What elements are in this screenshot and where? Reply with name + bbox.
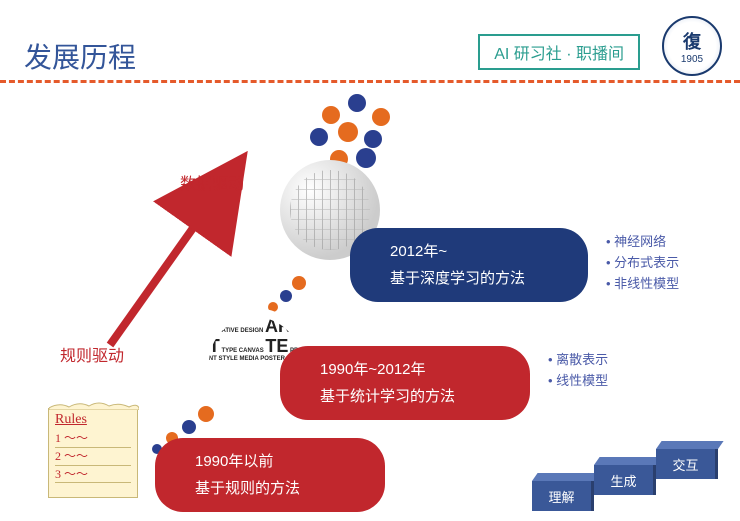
note-line: 3 ～～ [55,466,131,484]
stairs-group: 理解生成交互 [532,441,722,511]
dot-icon [198,406,214,422]
bullet-item: 离散表示 [548,350,608,371]
dot-icon [364,130,382,148]
era-title: 2012年~ [390,240,566,261]
note-top-edge [49,400,139,410]
bullet-item: 线性模型 [548,371,608,392]
era-title: 1990年以前 [195,450,363,471]
dot-icon [356,148,376,168]
era-bullets-era3: 神经网络分布式表示非线性模型 [606,232,679,294]
dot-icon [292,276,306,290]
university-logo: 復 1905 [662,16,722,76]
era-subtitle: 基于统计学习的方法 [320,385,508,406]
era-bullets-era2: 离散表示线性模型 [548,350,608,392]
dot-icon [310,128,328,146]
note-line: 1 ～～ [55,430,131,448]
dot-icon [372,108,390,126]
stair-step: 理解 [532,481,594,511]
dot-icon [348,94,366,112]
dot-icon [182,420,196,434]
note-heading: Rules [55,412,87,428]
era-box-era2: 1990年~2012年基于统计学习的方法 [280,346,530,420]
rules-sticky-note: Rules 1 ～～ 2 ～～ 3 ～～ [48,408,138,498]
bullet-item: 非线性模型 [606,274,679,295]
era-subtitle: 基于深度学习的方法 [390,267,566,288]
era-subtitle: 基于规则的方法 [195,477,363,498]
dot-icon [322,106,340,124]
logo-year: 1905 [681,54,703,65]
stair-step: 交互 [656,449,718,479]
header: 发展历程 AI 研习社 · 职播间 復 1905 [0,8,740,80]
stair-step: 生成 [594,465,656,495]
logo-symbol: 復 [683,28,701,54]
bullet-item: 神经网络 [606,232,679,253]
era-box-era1: 1990年以前基于规则的方法 [155,438,385,512]
arrow-start-label: 规则驱动 [60,342,124,366]
page-title: 发展历程 [24,36,136,76]
arrow-end-label: 数据驱动 [180,170,244,194]
era-title: 1990年~2012年 [320,358,508,379]
header-divider [0,80,740,83]
org-badge: AI 研习社 · 职播间 [478,34,640,70]
dot-icon [280,290,292,302]
note-line: 2 ～～ [55,448,131,466]
dot-icon [338,122,358,142]
bullet-item: 分布式表示 [606,253,679,274]
era-box-era3: 2012年~ 基于深度学习的方法 [350,228,588,302]
